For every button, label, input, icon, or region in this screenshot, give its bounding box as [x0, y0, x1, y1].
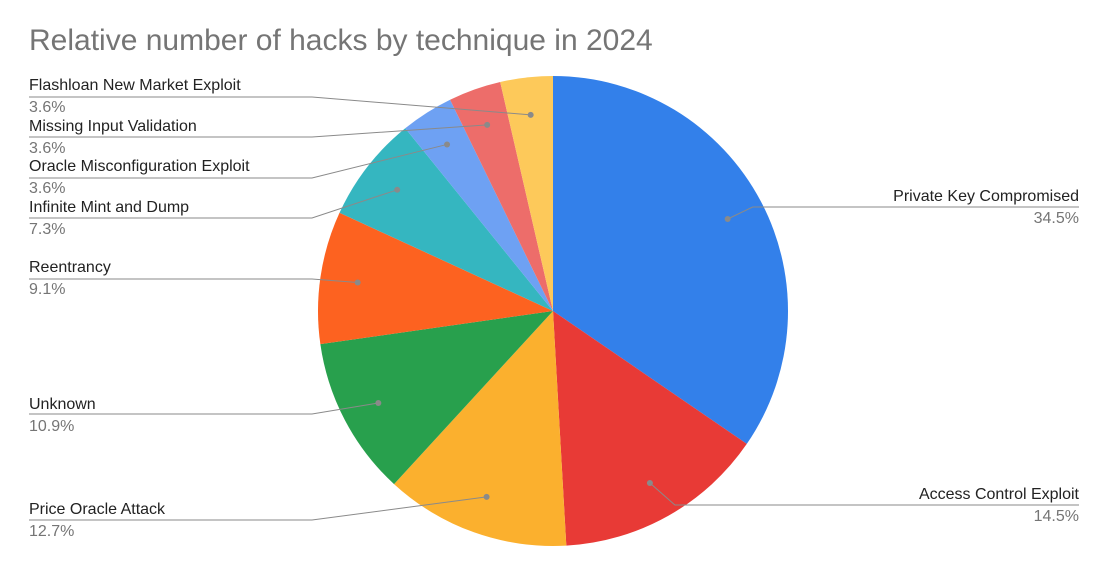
- leader-dot-2: [646, 479, 653, 486]
- slice-percent-label: 3.6%: [29, 180, 65, 197]
- leader-dot-1: [724, 216, 731, 223]
- slice-label: Unknown: [29, 396, 96, 413]
- pie-slice-6: [339, 128, 553, 311]
- slice-percent-label: 12.7%: [29, 523, 74, 540]
- pie-labels: Private Key Compromised 34.5% Access Contr…: [29, 77, 1080, 540]
- slice-label: Missing Input Validation: [29, 118, 197, 135]
- slice-percent-label: 7.3%: [29, 221, 65, 238]
- slice-label: Oracle Misconfiguration Exploit: [29, 158, 250, 175]
- leader-line-1: [727, 206, 1079, 220]
- pie-slice-9: [500, 76, 553, 311]
- leader-dot-6: [394, 186, 401, 193]
- pie-slice-7: [405, 99, 553, 311]
- leader-line-9: [29, 96, 531, 116]
- slice-label: Reentrancy: [29, 259, 111, 276]
- pie-slice-5: [317, 212, 553, 345]
- chart-title: Relative number of hacks by technique in…: [29, 24, 653, 57]
- pie-slice-3: [394, 311, 567, 546]
- slice-label: Price Oracle Attack: [29, 501, 166, 518]
- leader-line-2: [649, 482, 1079, 506]
- leader-dot-8: [484, 121, 491, 128]
- leader-dot-9: [527, 111, 534, 118]
- leader-line-8: [29, 124, 488, 138]
- slice-percent-label: 3.6%: [29, 99, 65, 116]
- leader-dot-5: [354, 279, 361, 286]
- slice-percent-label: 3.6%: [29, 140, 65, 157]
- leader-line-6: [29, 189, 398, 219]
- pie-slice-2: [553, 311, 747, 546]
- slice-percent-label: 34.5%: [1034, 210, 1079, 227]
- pie-slice-1: [553, 76, 788, 444]
- leader-line-7: [29, 143, 448, 179]
- pie-slice-4: [320, 311, 553, 485]
- slice-percent-label: 9.1%: [29, 281, 65, 298]
- slice-label: Flashloan New Market Exploit: [29, 77, 241, 94]
- pie-slice-8: [450, 82, 553, 311]
- leader-dot-4: [375, 399, 382, 406]
- slice-label: Private Key Compromised: [893, 188, 1079, 205]
- leader-line-3: [29, 496, 487, 521]
- leader-line-5: [29, 278, 358, 284]
- leader-line-4: [29, 402, 379, 415]
- leader-dot-7: [444, 141, 451, 148]
- slice-percent-label: 10.9%: [29, 418, 74, 435]
- slice-label: Access Control Exploit: [919, 486, 1080, 503]
- slice-label: Infinite Mint and Dump: [29, 199, 189, 216]
- pie-slices: [317, 76, 788, 546]
- leader-dot-3: [483, 493, 490, 500]
- slice-percent-label: 14.5%: [1034, 508, 1079, 525]
